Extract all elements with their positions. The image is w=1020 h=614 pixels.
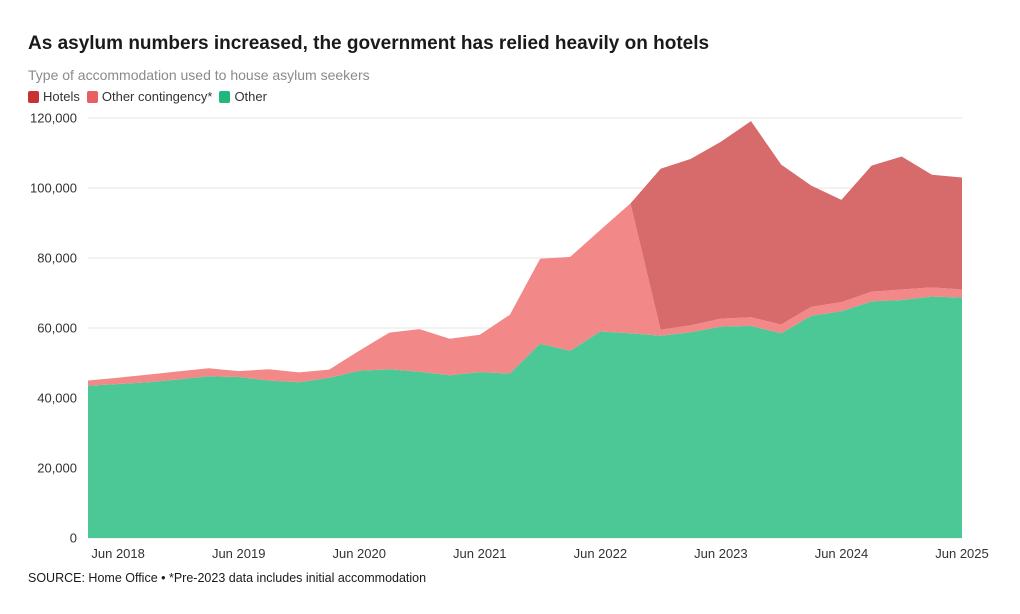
y-tick-label: 20,000 (37, 461, 77, 476)
y-tick-label: 40,000 (37, 391, 77, 406)
legend: Hotels Other contingency* Other (28, 89, 274, 104)
area-chart: 020,00040,00060,00080,000100,000120,000 … (30, 111, 989, 562)
chart-areas (88, 121, 962, 538)
x-tick-label: Jun 2020 (332, 546, 386, 561)
legend-label-other: Other (234, 89, 267, 104)
x-axis: Jun 2018 Jun 2019 Jun 2020 Jun 2021 Jun 2022… (91, 546, 988, 561)
y-tick-label: 80,000 (37, 251, 77, 266)
x-tick-label: Jun 2025 (935, 546, 989, 561)
y-axis: 0 20,000 40,000 60,000 80,000 100,000 120,000 (30, 111, 77, 546)
x-tick-label: Jun 2024 (815, 546, 869, 561)
x-tick-label: Jun 2019 (212, 546, 266, 561)
legend-item-hotels: Hotels (28, 89, 80, 104)
x-tick-label: Jun 2023 (694, 546, 748, 561)
legend-swatch-hotels (28, 90, 39, 103)
legend-label-hotels: Hotels (43, 89, 80, 104)
y-tick-label: 120,000 (30, 111, 77, 126)
chart-subtitle: Type of accommodation used to house asyl… (28, 67, 370, 83)
legend-swatch-other-contingency (86, 90, 98, 103)
x-tick-label: Jun 2021 (453, 546, 507, 561)
source-note: SOURCE: Home Office • *Pre-2023 data inc… (28, 571, 427, 585)
y-tick-label: 100,000 (30, 181, 77, 196)
chart-title: As asylum numbers increased, the governm… (28, 33, 710, 54)
legend-swatch-other (219, 90, 231, 103)
y-tick-label: 0 (70, 531, 77, 546)
area-other (88, 296, 962, 538)
x-tick-label: Jun 2018 (91, 546, 145, 561)
legend-item-other-contingency: Other contingency* (86, 89, 213, 104)
x-tick-label: Jun 2022 (574, 546, 628, 561)
y-tick-label: 60,000 (37, 321, 77, 336)
legend-label-other-contingency: Other contingency* (101, 89, 213, 104)
area-hotels (88, 121, 962, 381)
area-other-contingency (88, 203, 962, 386)
legend-item-other: Other (219, 89, 267, 104)
